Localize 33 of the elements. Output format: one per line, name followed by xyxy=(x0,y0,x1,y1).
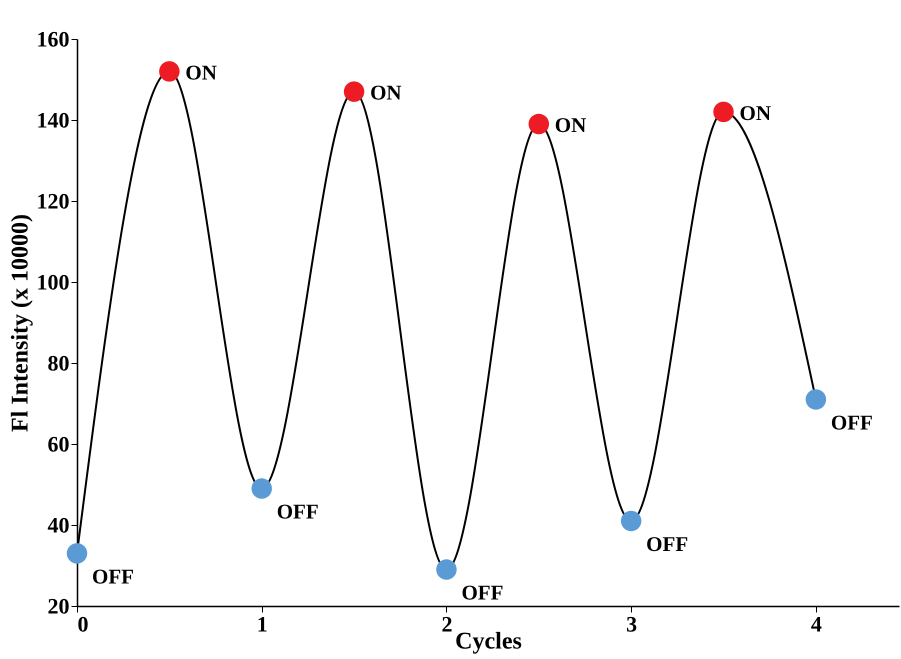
y-tick-label: 120 xyxy=(36,188,70,214)
point xyxy=(620,510,642,532)
point xyxy=(344,81,364,102)
point xyxy=(251,478,272,499)
x-tick-label: 2 xyxy=(441,612,452,636)
y-tick-label: 140 xyxy=(36,108,70,132)
annotation: OFF xyxy=(461,580,504,605)
x-tick-label: 1 xyxy=(256,612,268,636)
x-tick-label: 4 xyxy=(810,612,822,636)
annotation: ON xyxy=(554,113,586,138)
y-tick-label: 40 xyxy=(48,512,70,538)
y-axis-title: Fl Intensity (x 10000) xyxy=(8,214,34,432)
point xyxy=(159,61,180,82)
point xyxy=(436,559,457,580)
y-tick-label: 100 xyxy=(36,270,70,294)
x-tick-label: 0 xyxy=(78,612,88,636)
y-tick-label: 60 xyxy=(48,432,70,456)
y-tick-label: 80 xyxy=(48,350,70,376)
x-axis-title: Cycles xyxy=(455,628,522,654)
y-tick-label: 160 xyxy=(36,26,70,52)
annotation: OFF xyxy=(646,532,688,556)
annotation: OFF xyxy=(92,564,134,588)
point xyxy=(528,114,550,134)
annotation: OFF xyxy=(276,500,319,524)
annotation: ON xyxy=(185,60,217,84)
annotation: OFF xyxy=(830,410,873,434)
point xyxy=(66,543,88,564)
point xyxy=(806,389,826,410)
point xyxy=(713,102,734,122)
y-tick-label: 20 xyxy=(48,594,70,618)
annotation: ON xyxy=(370,80,402,105)
x-tick-label: 3 xyxy=(626,612,638,636)
annotation: ON xyxy=(740,100,772,125)
